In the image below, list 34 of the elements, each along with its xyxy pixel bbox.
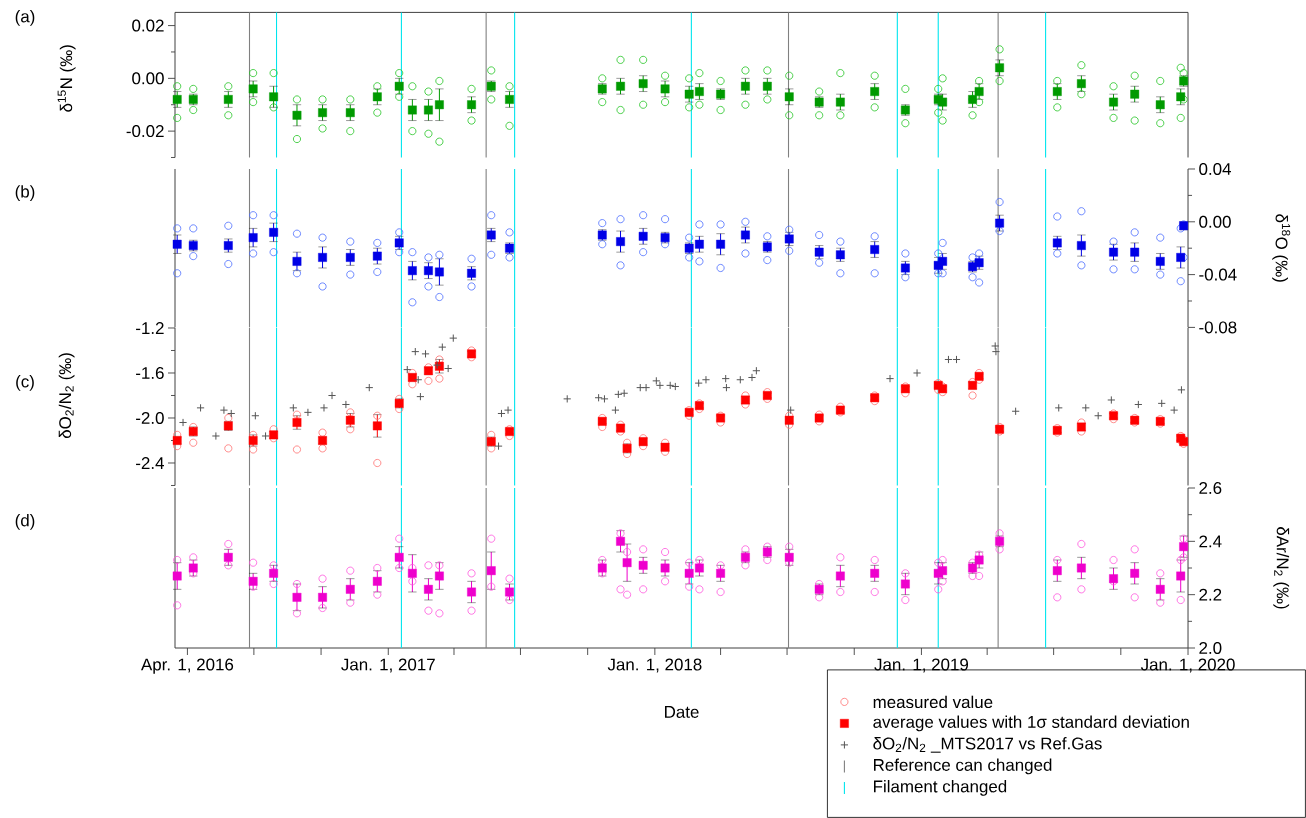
x-axis-title: Date (665, 706, 699, 718)
text: (d) (15, 514, 35, 530)
y-tick-label: -0.04 (1199, 268, 1237, 281)
y-tick-label: 2.6 (1199, 482, 1222, 495)
legend-label: measured value (873, 695, 993, 709)
y-tick-label: -0.08 (1199, 321, 1237, 334)
x-tick-label: Jan. 1, 2020 (1140, 658, 1235, 673)
y-axis-title: δ$^{15}$N (‰) (57, 45, 76, 112)
y-tick-label: 0.00 (132, 72, 164, 85)
y-tick-label: -1.6 (136, 367, 164, 379)
y-tick-label: -2.0 (136, 412, 164, 424)
text: (b) (15, 185, 35, 201)
y-tick-label: -2.4 (136, 457, 164, 469)
y-axis-title: δO$_{2}$/N$_{2}$ (‰) (58, 353, 75, 439)
legend-label: δO$_{2}$/N$_{2}$ _MTS2017 vs Ref.Gas (873, 737, 1102, 753)
y-tick-label: 0.00 (1199, 215, 1231, 228)
y-tick-label: 0.04 (1199, 163, 1231, 175)
y-tick-label: -0.02 (126, 125, 164, 138)
y-axis-title: δ$^{18}$O (‰) (1272, 214, 1291, 282)
y-tick-label: 2.2 (1199, 588, 1222, 601)
y-tick-label: 2.4 (1199, 535, 1222, 548)
text: (a) (15, 10, 35, 26)
y-tick-label: 2.0 (1199, 642, 1222, 654)
text: (c) (16, 375, 34, 391)
legend-label: Filament changed (874, 780, 1007, 796)
y-tick-label: -1.2 (136, 322, 164, 334)
y-axis-title: δAr/N$_{2}$ (‰) (1273, 527, 1290, 609)
legend-label: average values with 1σ standard deviation (873, 715, 1189, 732)
x-tick-label: Jan. 1, 2018 (607, 658, 702, 673)
y-tick-label: 0.02 (132, 19, 164, 32)
x-tick-label: Apr. 1, 2016 (141, 658, 234, 674)
x-tick-label: Jan. 1, 2017 (341, 658, 435, 673)
legend-label: Reference can changed (874, 758, 1052, 775)
x-tick-label: Jan. 1, 2019 (874, 658, 969, 673)
